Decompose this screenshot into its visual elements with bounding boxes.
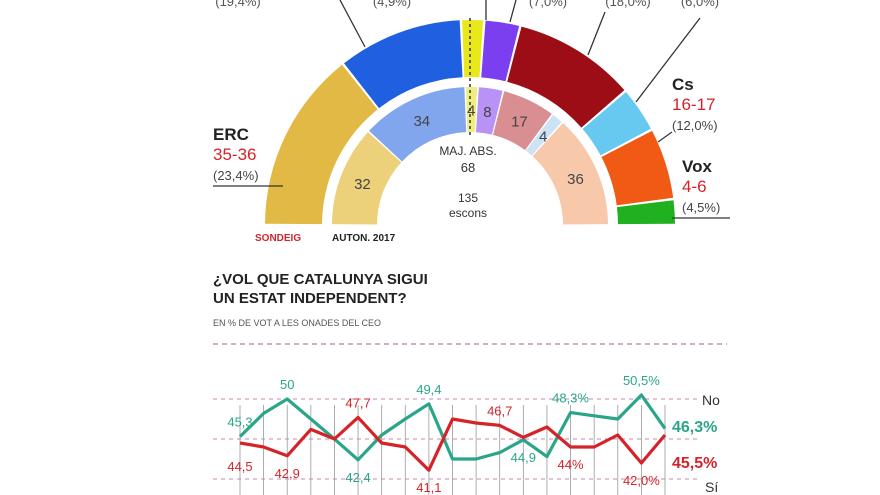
data-label-no: 42,4 xyxy=(345,470,370,485)
majority-value: 68 xyxy=(461,160,475,175)
leader-line-pp xyxy=(635,17,701,103)
chart-title-line2: UN ESTAT INDEPENDENT? xyxy=(213,290,407,307)
party-seats-vox: 4-6 xyxy=(682,177,707,196)
end-label-no: 46,3% xyxy=(672,419,717,436)
inner-ring-segment-cup xyxy=(466,86,478,133)
end-label-si: 45,5% xyxy=(672,455,717,472)
outer-ring-segment-vox xyxy=(616,200,675,225)
line-chart-grid xyxy=(213,398,700,495)
line-chart: 45,3 50 42,4 49,4 44,9 48,3% 50,5% 44,5 42,9 47,7… xyxy=(213,373,720,495)
cut-label-jxcat: (19,4%) xyxy=(215,0,261,9)
party-leader-cs xyxy=(657,131,673,143)
total-seats: 135 xyxy=(458,191,478,205)
party-label-cs: Cs 16-17 (12,0%) xyxy=(657,75,718,143)
party-label-erc: ERC 35-36 (23,4%) xyxy=(213,125,283,187)
party-name-cs: Cs xyxy=(672,75,694,94)
cut-label-psc: (18,0%) xyxy=(605,0,651,9)
party-label-vox: Vox 4-6 (4,5%) xyxy=(672,157,730,219)
inner-ring-segment-comuns xyxy=(475,87,503,135)
inner-ring-label-cs: 36 xyxy=(567,171,584,188)
party-seats-cs: 16-17 xyxy=(672,95,715,114)
inner-ring-segment-psc xyxy=(493,91,552,151)
legend-no: No xyxy=(702,392,720,408)
legend-si: Sí xyxy=(705,479,718,495)
inner-ring-label-jxcat: 34 xyxy=(413,113,430,130)
inner-ring-segment-erc xyxy=(332,132,402,225)
inner-ring-label-comuns: 8 xyxy=(483,104,491,121)
data-label-no: 50,5% xyxy=(623,373,660,388)
outer-ring-segment-pp xyxy=(601,130,674,206)
majority-label: MAJ. ABS. xyxy=(439,144,496,158)
data-label-no: 45,3 xyxy=(227,415,252,430)
cut-label-comuns: (7,0%) xyxy=(529,0,567,9)
inner-ring-segment-pp xyxy=(525,114,562,156)
party-pct-erc: (23,4%) xyxy=(213,168,259,183)
data-label-no: 44,9 xyxy=(511,450,536,465)
party-name-vox: Vox xyxy=(682,157,712,176)
party-name-erc: ERC xyxy=(213,125,249,144)
inner-ring-label-erc: 32 xyxy=(354,176,371,193)
total-seats-unit: escons xyxy=(449,206,487,220)
inner-ring-segment-cs xyxy=(532,123,608,225)
chart-title-line1: ¿VOL QUE CATALUNYA SIGUI xyxy=(213,271,428,288)
leader-line-psc xyxy=(587,11,606,56)
inner-ring-label-psc: 17 xyxy=(511,114,528,131)
data-label-si: 42,0% xyxy=(623,473,660,488)
cut-label-cup: (4,9%) xyxy=(373,0,411,9)
legend-survey: SONDEIG xyxy=(255,233,301,244)
chart-subtitle: EN % DE VOT A LES ONADES DEL CEO xyxy=(213,318,381,328)
data-label-si: 42,9 xyxy=(275,466,300,481)
data-label-si: 44% xyxy=(558,457,584,472)
outer-ring-survey xyxy=(265,19,675,225)
data-label-si: 44,5 xyxy=(227,459,252,474)
party-pct-cs: (12,0%) xyxy=(672,118,718,133)
line-chart-series xyxy=(238,393,667,472)
data-label-no: 48,3% xyxy=(552,391,589,406)
outer-ring-segment-erc xyxy=(265,64,378,225)
inner-ring-segment-jxcat xyxy=(369,87,467,162)
leader-line-jxcat xyxy=(339,0,366,48)
party-seats-erc: 35-36 xyxy=(213,145,256,164)
inner-ring-label-pp: 4 xyxy=(539,129,547,146)
data-label-si: 47,7 xyxy=(345,395,370,410)
outer-ring-segment-cup xyxy=(462,19,484,78)
leader-line-comuns xyxy=(509,0,517,23)
line-chart-data-labels: 45,3 50 42,4 49,4 44,9 48,3% 50,5% 44,5 42,9 47,7… xyxy=(227,373,660,495)
data-label-no: 49,4 xyxy=(416,382,441,397)
outer-ring-segment-cs xyxy=(582,91,651,156)
party-pct-vox: (4,5%) xyxy=(682,200,720,215)
cut-label-pp: (6,0%) xyxy=(681,0,719,9)
legend-2017: AUTON. 2017 xyxy=(332,233,396,244)
outer-ring-segment-jxcat xyxy=(344,20,463,109)
data-label-si: 46,7 xyxy=(487,403,512,418)
outer-ring-segment-psc xyxy=(507,26,625,128)
data-label-si: 41,1 xyxy=(416,480,441,495)
inner-ring-label-cup: 4 xyxy=(467,103,475,120)
outer-ring-segment-comuns xyxy=(481,20,520,82)
data-label-no: 50 xyxy=(280,377,294,392)
